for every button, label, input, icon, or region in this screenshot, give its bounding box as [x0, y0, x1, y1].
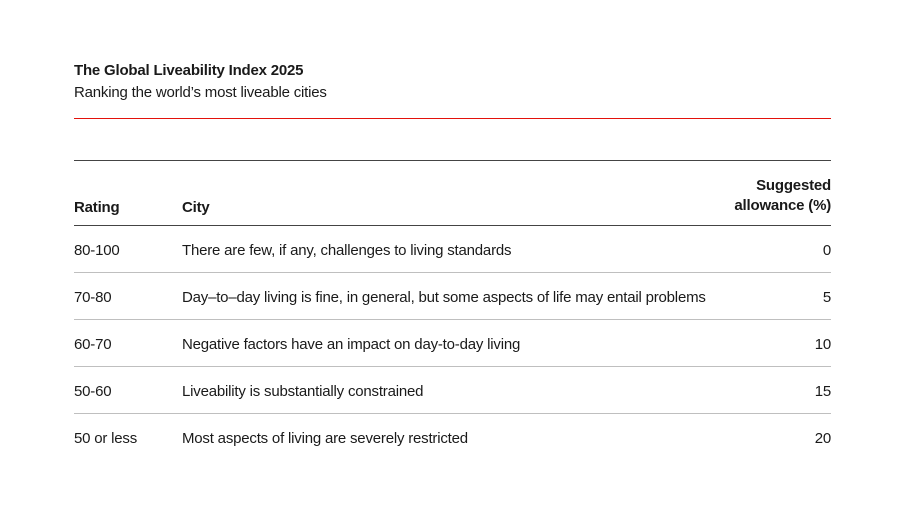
table-row: 50-60 Liveability is substantially const…: [74, 367, 831, 414]
accent-divider: [74, 118, 831, 119]
table-row: 60-70 Negative factors have an impact on…: [74, 320, 831, 367]
table-row: 50 or less Most aspects of living are se…: [74, 414, 831, 460]
rating-cell: 80-100: [74, 242, 120, 259]
column-header-city: City: [182, 199, 210, 216]
city-cell: Day–to–day living is fine, in general, b…: [182, 289, 706, 306]
allowance-cell: 10: [814, 336, 832, 353]
page-title: The Global Liveability Index 2025: [74, 62, 304, 79]
allowance-cell: 15: [814, 383, 832, 400]
header-divider: [74, 225, 831, 226]
allowance-cell: 20: [814, 430, 832, 447]
city-cell: Liveability is substantially constrained: [182, 383, 424, 400]
column-header-rating: Rating: [74, 199, 120, 216]
rating-cell: 70-80: [74, 289, 112, 306]
column-header-allowance-line1: Suggested: [756, 177, 831, 194]
city-cell: Most aspects of living are severely rest…: [182, 430, 468, 447]
column-header-allowance-line2: allowance (%): [734, 197, 831, 214]
page-subtitle: Ranking the world’s most liveable cities: [74, 84, 327, 101]
table-header: Rating City Suggested allowance (%): [74, 176, 831, 216]
allowance-cell: 0: [822, 242, 831, 259]
column-header-allowance: Suggested allowance (%): [734, 176, 831, 216]
table-row: 70-80 Day–to–day living is fine, in gene…: [74, 273, 831, 320]
rating-cell: 50 or less: [74, 430, 138, 447]
rating-cell: 60-70: [74, 336, 112, 353]
table-top-divider: [74, 160, 831, 161]
city-cell: Negative factors have an impact on day-t…: [182, 336, 521, 353]
table-body: 80-100 There are few, if any, challenges…: [74, 226, 831, 460]
city-cell: There are few, if any, challenges to liv…: [182, 242, 512, 259]
table-row: 80-100 There are few, if any, challenges…: [74, 226, 831, 273]
rating-cell: 50-60: [74, 383, 112, 400]
allowance-cell: 5: [822, 289, 831, 306]
